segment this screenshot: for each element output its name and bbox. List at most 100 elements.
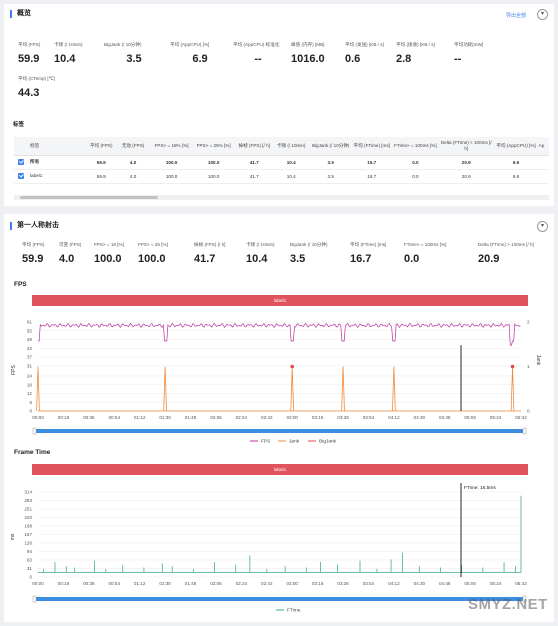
x-tick-label: 03:18 <box>312 581 324 586</box>
metric-label: Delta (FTime) > 100ms [/ h] <box>478 242 534 247</box>
table-cell: 41.7 <box>235 155 273 170</box>
time-range-slider <box>34 597 525 601</box>
game-panel: 第一人称射击 ▾ 平均 (FPS) 59.9 可变 (FPS) 4.0 FPS> = 1… <box>4 214 554 622</box>
metric-card: 平均 (AppCPU) [%] 6.9 <box>170 42 230 65</box>
y-tick-label: 94 <box>27 549 33 554</box>
table-row[interactable]: label1 59.9 4.0 100.0 100.0 41.7 10.4 3.5 16.7 0.… <box>14 169 549 184</box>
x-tick-label: 03:54 <box>363 581 375 586</box>
metric-card: BigJank (/ 10分钟) 3.5 <box>290 242 350 265</box>
table-cell: 0.0 <box>391 169 440 184</box>
frametime-label-band[interactable]: label1 <box>32 464 528 475</box>
game-collapse-button[interactable]: ▾ <box>537 221 548 232</box>
export-all-link[interactable]: 导出全部 <box>506 13 527 19</box>
cursor-tooltip: FTime: 16.5ms <box>464 485 496 491</box>
table-header[interactable]: 平均 (FPS) <box>87 137 115 156</box>
metric-card: 平均 (CTemp) [℃] 44.3 <box>18 76 78 99</box>
overview-title: 概览 <box>10 10 31 18</box>
metric-label: BigJank (/ 10分钟) <box>290 242 328 247</box>
metric-card: 平均 (FPS) 59.9 <box>18 42 78 65</box>
metric-value: 59.9 <box>22 253 44 265</box>
table-header[interactable]: FTime> = 100ms [%] <box>391 137 440 156</box>
metric-label: 峰值 (内存) [MB] <box>291 42 325 47</box>
chevron-down-icon: ▾ <box>540 223 544 229</box>
legend-label: BigJank <box>319 439 337 445</box>
metric-value: 44.3 <box>18 87 40 99</box>
metric-value: 16.7 <box>350 253 372 265</box>
metric-label: 平均 (接收) [KB / s] <box>396 42 435 47</box>
metric-label: 平均 (AppCPU) [%] <box>170 42 210 47</box>
y-tick-label: 63 <box>27 558 33 563</box>
table-cell: 100.0 <box>151 169 192 184</box>
table-row[interactable]: 所有 59.9 4.0 100.0 100.0 41.7 10.4 3.5 16.7 0.0 20.… <box>14 155 549 170</box>
metric-value: 0.0 <box>404 253 420 265</box>
metric-value: 6.9 <box>192 53 208 65</box>
table-cell: 59.9 <box>87 169 115 184</box>
table-header[interactable]: BigJank (/ 10分钟) <box>309 137 352 156</box>
metric-card: 平均 (FTime) [ms] 16.7 <box>350 242 402 265</box>
x-tick-label: 05:06 <box>464 581 476 586</box>
metric-value: 20.9 <box>478 253 500 265</box>
x-tick-label: 05:24 <box>490 581 502 586</box>
metric-card: Delta (FTime) > 100ms [/ h] 20.9 <box>478 242 548 265</box>
table-header[interactable]: FPS> = 25% [%] <box>191 137 236 156</box>
slider-handle-left <box>32 427 37 435</box>
x-tick-label: 04:12 <box>388 581 400 586</box>
x-tick-label: 04:48 <box>439 581 451 586</box>
watermark: SMYZ.NET <box>468 596 548 613</box>
metric-label: 平均 (FPS) <box>22 242 45 247</box>
x-tick-label: 00:00 <box>32 415 44 420</box>
metric-label: 可变 (FPS) <box>59 242 82 247</box>
table-header[interactable]: 掉帧 (FPS) [/ h] <box>235 137 273 156</box>
x-tick-label: 00:18 <box>58 415 70 420</box>
metric-value: 0.6 <box>345 53 361 65</box>
metric-label: 卡顿 (/ 10min) <box>246 242 275 247</box>
table-cell: 10.4 <box>272 155 310 170</box>
slider-handle-right <box>522 427 527 435</box>
table-cell: 20.9 <box>439 169 494 184</box>
metric-label: FPS> = 25 [%] <box>138 242 168 247</box>
y-tick-label: 220 <box>24 515 32 520</box>
x-tick-label: 00:00 <box>32 581 44 586</box>
game-section-title: 第一人称射击 <box>10 222 59 230</box>
table-header[interactable]: 平均 (FTime) [ms] <box>351 137 392 156</box>
metric-value: 3.5 <box>290 253 306 265</box>
metric-label: 平均 (发送) [KB / s] <box>345 42 384 47</box>
table-cell: 59.9 <box>87 155 115 170</box>
table-cell: 16.7 <box>351 155 392 170</box>
table-header[interactable]: Ap <box>538 137 549 156</box>
metric-card: 可变 (FPS) 4.0 <box>59 242 104 265</box>
table-header-row: 标签 平均 (FPS) 无动 (FPS) FPS> = 18% [%] FPS>… <box>14 137 549 156</box>
y-tick-label: 31 <box>27 566 33 571</box>
metric-label: 平均功耗[mW] <box>454 42 484 47</box>
metric-card: FTime> = 100ms [%] 0.0 <box>404 242 468 265</box>
fps-chart-title: FPS <box>14 281 27 288</box>
x-tick-label: 02:06 <box>210 581 222 586</box>
y-axis-label: ms <box>10 533 16 540</box>
row-label: label1 <box>30 173 43 179</box>
x-tick-label: 03:18 <box>312 415 324 420</box>
x-tick-label: 01:30 <box>159 415 171 420</box>
x-tick-label: 04:30 <box>414 415 426 420</box>
chevron-down-icon: ▾ <box>540 11 544 17</box>
overview-collapse-button[interactable]: ▾ <box>537 9 548 20</box>
table-header[interactable]: 无动 (FPS) <box>114 137 152 156</box>
y-tick-label: 24 <box>27 374 33 379</box>
metric-label: 平均 (FTime) [ms] <box>350 242 387 247</box>
x-tick-label: 04:48 <box>439 415 451 420</box>
fps-label-band[interactable]: label1 <box>32 295 528 306</box>
jank-spike <box>341 366 345 412</box>
scrollbar-thumb[interactable] <box>20 196 158 199</box>
table-horizontal-scrollbar[interactable] <box>14 195 549 200</box>
y-tick-label: 61 <box>27 320 33 325</box>
table-cell: 3.5 <box>309 155 352 170</box>
table-header[interactable]: FPS> = 18% [%] <box>151 137 192 156</box>
row-checkbox[interactable] <box>18 173 24 179</box>
x-tick-label: 02:42 <box>261 581 273 586</box>
table-header[interactable]: 卡顿 (/ 10min) <box>272 137 310 156</box>
table-header[interactable]: 平均 (AppCPU) [%] <box>493 137 539 156</box>
jank-spike <box>392 366 396 412</box>
row-checkbox[interactable] <box>18 158 24 165</box>
table-header[interactable]: Delta (FTime) > 100ms [/ h] <box>439 137 494 156</box>
fps-series-line <box>38 322 521 346</box>
